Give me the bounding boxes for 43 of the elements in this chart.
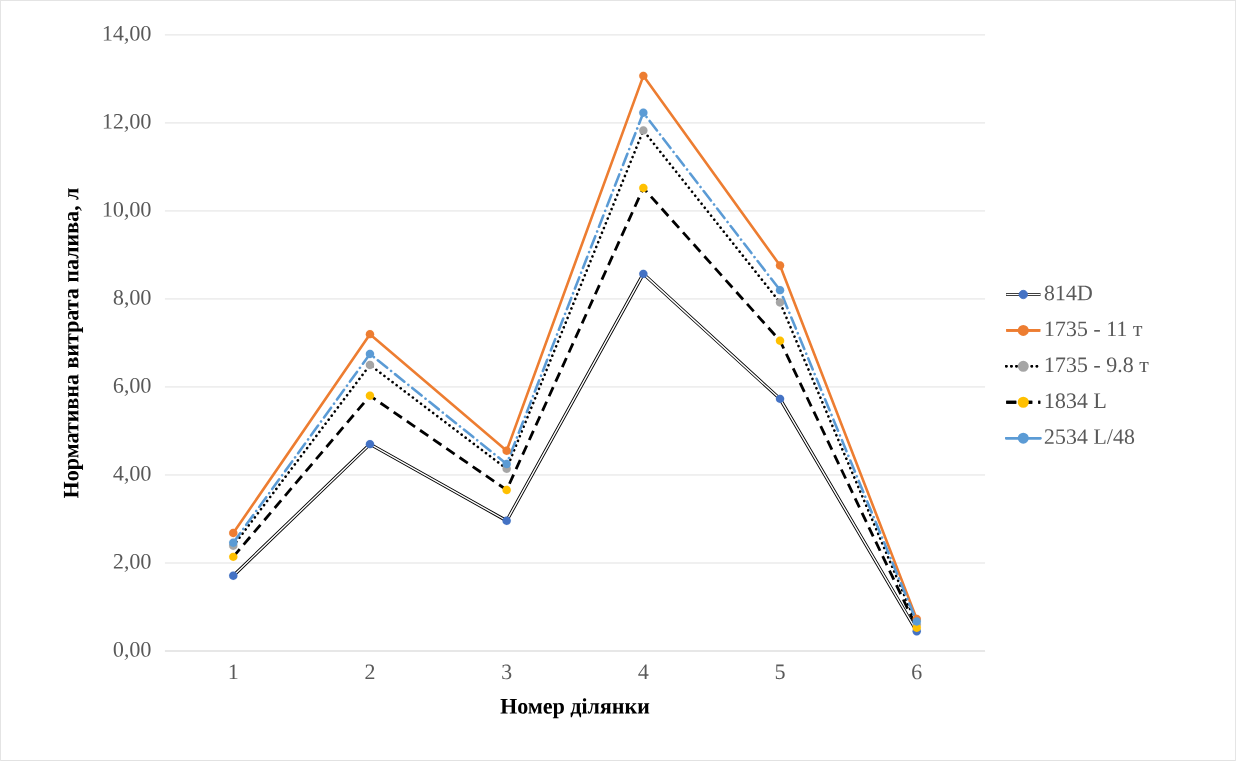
point [365,329,375,339]
point [502,516,511,526]
legend-label: 1735 - 9.8 т [1045,357,1149,373]
point [775,261,785,270]
point [229,552,238,562]
y-tick-label: 12,00 [103,113,151,132]
point [365,360,375,370]
x-tick-label: 2 [365,664,375,680]
y-axis-title: Нормативна витрата палива, л [63,188,84,499]
y-tick-label: 6,00 [113,377,151,396]
point [365,391,375,401]
y-tick-label: 10,00 [103,201,151,220]
point [775,336,785,346]
legend-label: 1735 - 11 т [1045,321,1143,337]
y-tick-label: 14,00 [103,25,151,44]
point [229,571,238,581]
x-tick-label: 5 [775,664,785,680]
y-tick-label: 0,00 [113,642,151,661]
point [365,349,375,359]
point [639,108,648,118]
point [365,439,375,449]
point [639,126,648,135]
legend-label: 814D [1044,285,1092,301]
legend-label: 2534 L/48 [1044,429,1135,445]
x-tick-label: 6 [912,664,922,680]
legend-label: 1834 L [1045,393,1106,409]
point [639,269,648,279]
point [775,298,785,307]
x-tick-label: 1 [229,664,238,680]
y-tick-label: 4,00 [113,465,151,485]
point [502,459,511,469]
point [639,183,648,193]
y-tick-label: 8,00 [113,289,151,308]
y-tick-label: 2,00 [113,554,151,573]
x-tick-label: 3 [502,664,512,680]
point [502,446,511,456]
point [639,71,648,81]
x-axis-title: Номер ділянки [500,698,650,719]
point [502,485,511,495]
point [775,394,785,404]
point [775,285,785,295]
point [229,528,238,538]
x-tick-label: 4 [638,664,649,680]
